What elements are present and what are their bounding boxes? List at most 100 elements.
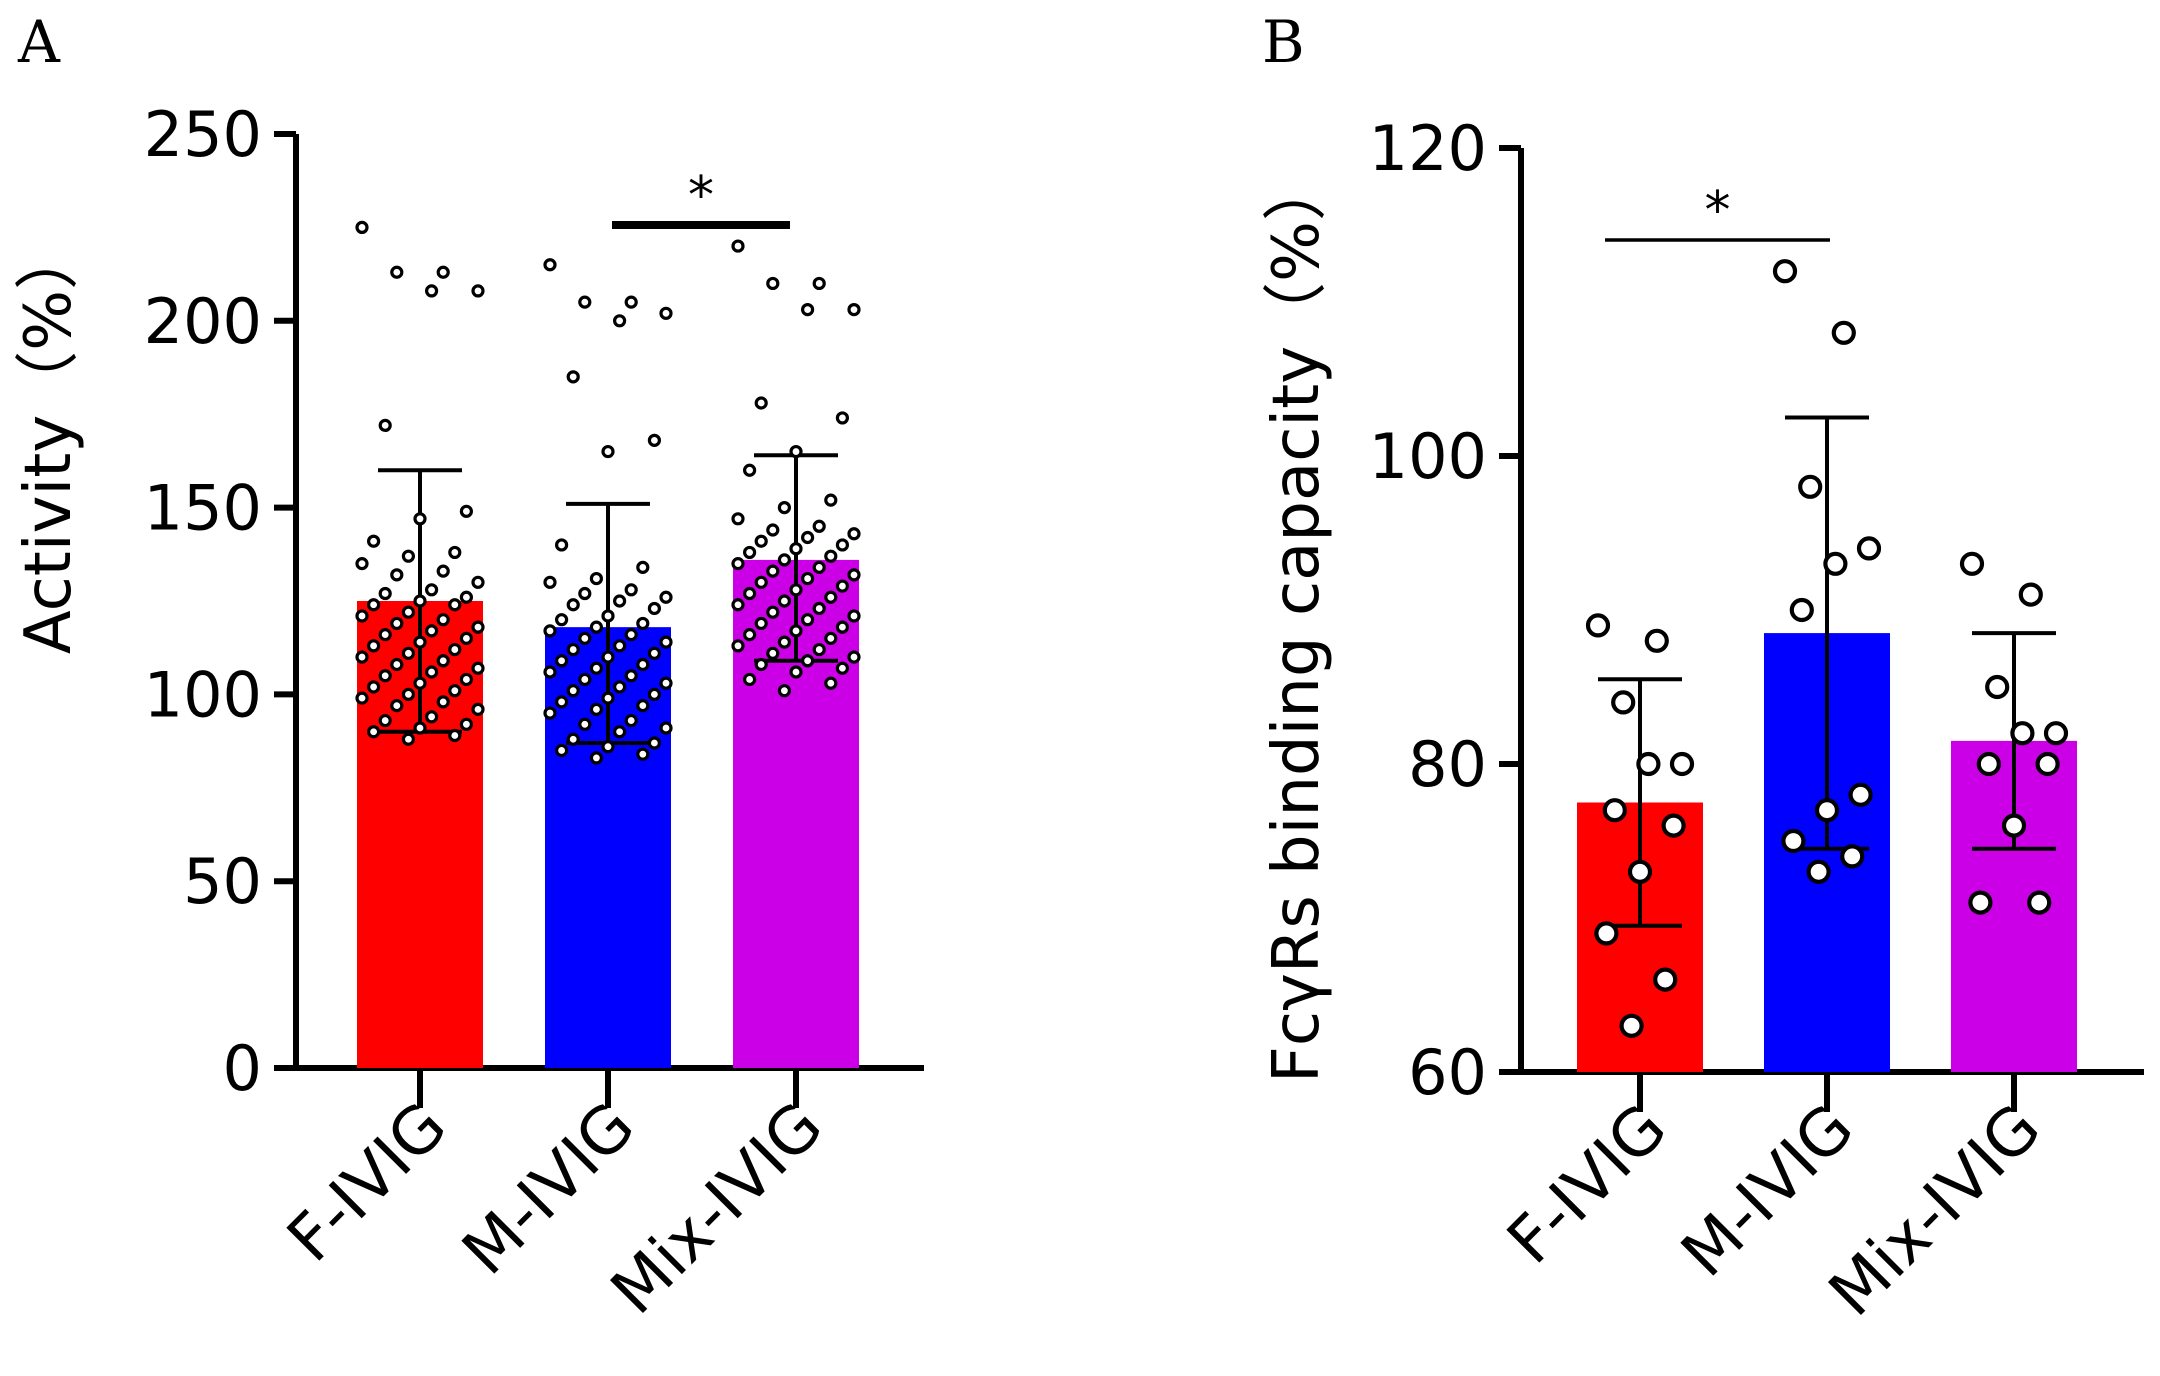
panel-a-data-point — [554, 538, 569, 552]
panel-a-data-point — [413, 721, 427, 735]
panel-a-y-tick-label: 150 — [144, 472, 262, 545]
panel-a-data-point — [589, 620, 604, 634]
panel-a-data-point — [612, 594, 627, 608]
panel-a-data-point — [647, 433, 662, 447]
panel-a-data-point — [847, 650, 861, 664]
panel-b-data-point — [1653, 967, 1678, 992]
panel-a-data-point — [436, 564, 450, 578]
panel-a-data-point — [425, 624, 439, 638]
panel-a-data-point — [390, 657, 404, 672]
panel-a-data-point — [436, 613, 450, 627]
panel-a-significance-star: * — [688, 166, 714, 226]
panel-a-y-axis-label: Activity（%） — [12, 226, 86, 654]
panel-a-data-point — [566, 732, 580, 746]
panel-a-data-point — [835, 620, 850, 634]
panel-a-data-point — [612, 639, 627, 653]
panel-a-data-point — [543, 624, 557, 638]
panel-a-data-point — [401, 646, 415, 660]
panel-b-fcyr-binding-chart: B FcγRs binding capacity（%） 60 80 100 120 *… — [1260, 8, 2144, 1331]
panel-a-category-label-mix-ivig: Mix-IVIG — [598, 1089, 838, 1329]
panel-a-data-point — [367, 639, 381, 653]
panel-a-data-point — [378, 669, 392, 683]
panel-a-data-point — [367, 534, 381, 548]
panel-a-data-point — [754, 396, 768, 410]
panel-a-data-point — [612, 314, 627, 328]
panel-a-data-point — [624, 669, 638, 683]
panel-a-data-point — [459, 631, 473, 645]
panel-a-data-point — [754, 575, 768, 589]
panel-b-data-point — [1669, 751, 1695, 777]
panel-a-data-points — [355, 220, 861, 765]
panel-a-data-point — [789, 444, 803, 459]
panel-a-data-point — [824, 676, 838, 690]
panel-a-data-point — [390, 265, 404, 279]
panel-a-data-point — [789, 665, 803, 679]
panel-a-data-point — [355, 609, 369, 623]
panel-a-data-point — [543, 258, 557, 272]
panel-b-data-point — [1976, 751, 2001, 777]
panel-a-data-point — [754, 616, 768, 631]
panel-a-data-point — [543, 665, 557, 679]
panel-b-y-tick-label: 100 — [1369, 420, 1487, 493]
panel-a-data-point — [601, 650, 615, 664]
panel-a-data-point — [777, 553, 792, 567]
panel-b-data-point — [1644, 628, 1669, 653]
panel-a-data-point — [777, 635, 792, 649]
panel-a-data-point — [824, 493, 838, 507]
panel-a-data-point — [436, 654, 450, 668]
panel-a-data-point — [812, 560, 826, 574]
panel-b-data-point — [1619, 1013, 1644, 1038]
panel-a-data-point — [636, 699, 650, 713]
panel-a-data-point — [742, 628, 757, 642]
panel-a-data-point — [589, 571, 604, 586]
panel-a-data-point — [835, 661, 850, 675]
panel-b-letter: B — [1262, 8, 1305, 76]
panel-a-data-point — [543, 706, 557, 720]
panel-a-data-point — [789, 583, 803, 597]
panel-b-data-point — [1840, 844, 1865, 869]
panel-a-data-point — [448, 642, 462, 657]
panel-a-data-point — [589, 702, 604, 716]
panel-a-data-point — [578, 717, 592, 731]
panel-a-data-point — [754, 657, 768, 672]
panel-a-data-point — [731, 639, 745, 653]
panel-b-y-axis-label: FcγRs binding capacity（%） — [1260, 157, 1334, 1083]
panel-a-data-point — [659, 676, 673, 690]
panel-a-data-point — [766, 523, 780, 537]
panel-a-data-point — [355, 650, 369, 664]
panel-a-data-point — [835, 579, 850, 593]
panel-a-data-point — [777, 501, 792, 515]
panel-a-data-point — [355, 220, 369, 234]
panel-a-axes: 0 50 100 150 200 250 — [144, 98, 924, 1108]
panel-b-data-point — [1636, 751, 1661, 777]
panel-a-data-point — [471, 284, 485, 298]
panel-a-data-point — [413, 594, 427, 608]
panel-b-y-tick-label: 120 — [1369, 112, 1487, 185]
panel-a-data-point — [800, 302, 815, 317]
panel-a-data-point — [777, 684, 792, 698]
panel-a-data-point — [448, 684, 462, 698]
panel-a-data-point — [731, 239, 745, 253]
panel-a-data-point — [566, 370, 580, 384]
panel-a-data-point — [471, 702, 485, 716]
panel-a-data-point — [378, 713, 392, 728]
panel-a-data-point — [413, 512, 427, 526]
panel-a-data-point — [566, 642, 580, 657]
panel-b-data-point — [2043, 721, 2069, 746]
panel-a-data-point — [436, 695, 450, 709]
panel-a-data-point — [601, 444, 615, 459]
panel-b-data-point — [1611, 690, 1636, 715]
panel-a-data-point — [554, 743, 569, 758]
panel-a-data-point — [847, 568, 861, 582]
panel-a-data-point — [425, 710, 439, 724]
panel-a-data-point — [589, 751, 604, 765]
panel-a-data-point — [425, 665, 439, 679]
panel-b-data-point — [1968, 890, 1993, 915]
panel-b-significance: * — [1605, 181, 1830, 242]
panel-b-data-point — [1585, 613, 1611, 638]
panel-a-data-point — [448, 545, 462, 560]
panel-a-data-point — [459, 717, 473, 731]
panel-b-y-tick-label: 80 — [1408, 728, 1487, 801]
